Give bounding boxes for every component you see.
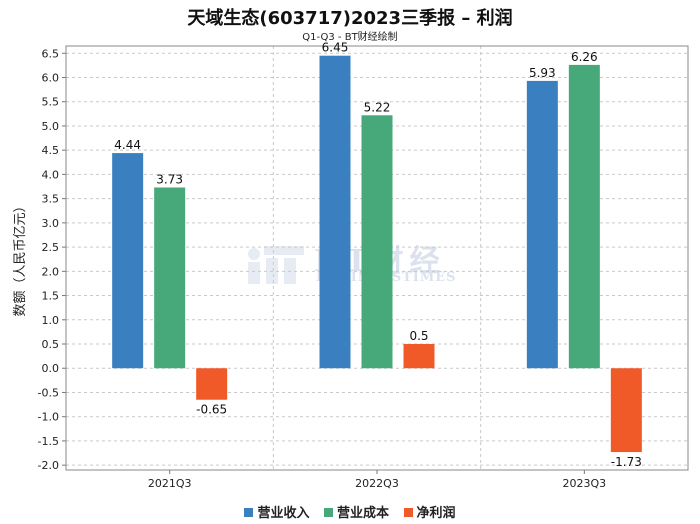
x-tick-label: 2021Q3 — [148, 477, 192, 490]
y-tick-label: 0.5 — [42, 338, 60, 351]
y-tick-label: 2.0 — [42, 265, 60, 278]
legend-item-net-profit[interactable]: 净利润 — [403, 502, 456, 521]
data-label: -0.65 — [196, 403, 227, 417]
bar — [319, 55, 351, 369]
y-tick-label: 1.5 — [42, 290, 60, 303]
data-label: 6.26 — [571, 50, 598, 64]
legend-label-cost: 营业成本 — [336, 506, 389, 521]
data-label: 4.44 — [114, 138, 141, 152]
y-axis-label: 数额（人民币亿元） — [13, 199, 28, 316]
y-tick-label: 4.5 — [42, 144, 60, 157]
y-tick-label: 2.5 — [42, 241, 60, 254]
bar — [112, 153, 144, 369]
y-tick-label: -1.5 — [38, 435, 59, 448]
bar — [196, 368, 228, 400]
legend-swatch-cost — [323, 508, 333, 517]
legend-label-net-profit: 净利润 — [416, 506, 456, 521]
chart-subtitle: Q1-Q3 - BT财经绘制 — [302, 32, 398, 43]
bar — [361, 115, 393, 369]
legend-swatch-revenue — [244, 508, 254, 517]
data-label: 5.22 — [364, 100, 391, 114]
legend-swatch-net-profit — [403, 508, 413, 517]
watermark-logo-icon — [244, 242, 308, 290]
legend-item-revenue[interactable]: 营业收入 — [244, 502, 309, 521]
legend-label-revenue: 营业收入 — [257, 506, 310, 521]
bar — [154, 187, 186, 369]
bar — [568, 64, 600, 369]
legend-item-cost[interactable]: 营业成本 — [323, 502, 389, 521]
chart-title: 天域生态(603717)2023三季报 – 利润 — [187, 8, 513, 29]
y-tick-label: 6.5 — [42, 47, 60, 60]
data-label: -1.73 — [611, 455, 642, 469]
bar — [610, 368, 642, 453]
y-tick-label: 4.0 — [42, 168, 60, 181]
y-tick-label: -1.0 — [38, 411, 59, 424]
chart-legend: 营业收入 营业成本 净利润 — [0, 502, 700, 521]
y-tick-label: 5.0 — [42, 120, 60, 133]
y-tick-label: 3.5 — [42, 193, 60, 206]
y-tick-label: 3.0 — [42, 217, 60, 230]
y-tick-label: -2.0 — [38, 459, 59, 472]
x-tick-label: 2022Q3 — [355, 477, 399, 490]
bar — [526, 80, 558, 369]
y-tick-label: 1.0 — [42, 314, 60, 327]
data-label: 6.45 — [322, 41, 349, 55]
x-tick-label: 2023Q3 — [563, 477, 607, 490]
y-tick-label: 6.0 — [42, 71, 60, 84]
data-label: 3.73 — [156, 172, 183, 186]
y-tick-label: 0.0 — [42, 362, 60, 375]
data-label: 0.5 — [409, 329, 428, 343]
data-label: 5.93 — [529, 66, 556, 80]
y-tick-label: -0.5 — [38, 386, 59, 399]
y-tick-label: 5.5 — [42, 96, 60, 109]
bar — [403, 344, 435, 369]
